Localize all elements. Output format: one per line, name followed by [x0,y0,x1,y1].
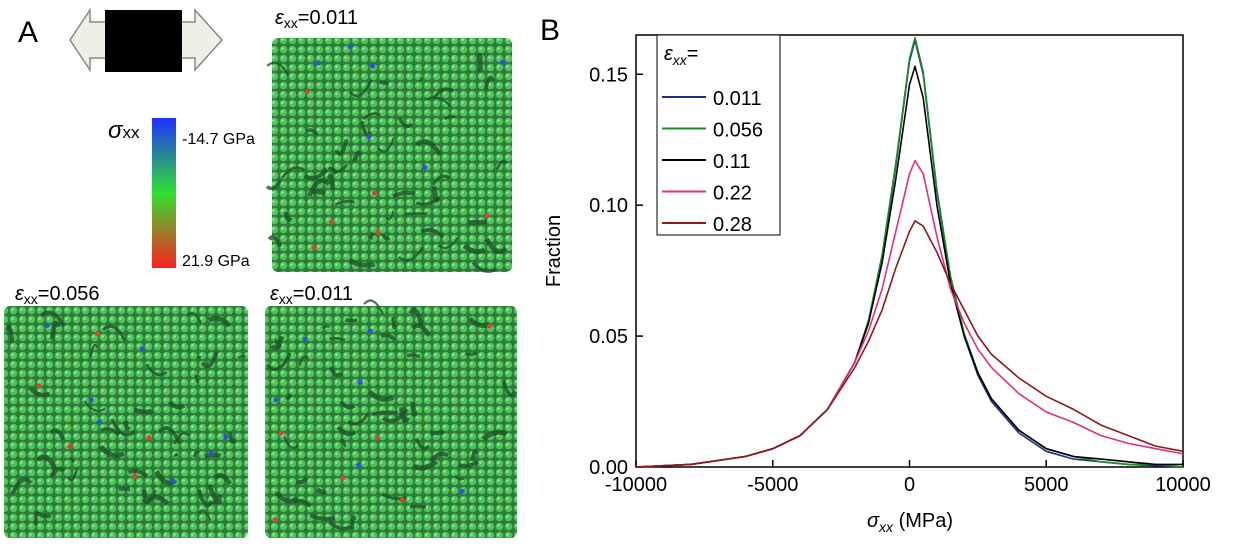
panel-label: A [18,16,38,49]
panel-b: B Fraction σxx (MPa) -10000 -5000 0 5000 100… [540,14,1211,535]
x-tick-label: 10000 [1155,474,1211,496]
atom-image [272,38,512,272]
x-axis-title: σxx (MPa) [867,510,953,535]
x-tick-label: 5000 [1024,474,1069,496]
legend-label: 0.056 [713,120,763,142]
y-tick-label: 0.05 [589,326,628,348]
x-tick-label: 0 [904,474,915,496]
colorbar [152,118,176,268]
sample-block [105,10,182,72]
y-tick-label: 0.00 [589,457,628,479]
legend-label: 0.22 [713,183,752,205]
legend-label: 0.011 [713,88,762,110]
y-tick-label: 0.10 [589,195,628,217]
panel-a: A σxx -14.7 GPa 21.9 GPa εxx=0.011 εxx=0… [4,7,518,538]
colorbar-max: -14.7 GPa [182,131,255,148]
legend-label: 0.11 [713,151,750,173]
image-texture [5,44,518,531]
image-label: εxx=0.011 [270,283,353,307]
colorbar-min: 21.9 GPa [182,253,250,270]
series-line [635,220,1184,468]
panel-label: B [540,14,560,47]
image-label: εxx=0.011 [275,7,358,31]
x-tick-label: -10000 [605,474,667,496]
x-tick-label: -5000 [747,474,798,496]
legend-box [656,34,781,236]
y-axis-title: Fraction [543,215,565,287]
legend: εxx= 0.011 0.056 0.11 0.22 0.28 [656,34,781,236]
image-label: εxx=0.056 [15,283,100,307]
legend-title: εxx= [664,43,698,68]
legend-label: 0.28 [713,214,752,236]
colorbar-label: σxx [108,117,140,144]
y-tick-label: 0.15 [589,64,628,86]
